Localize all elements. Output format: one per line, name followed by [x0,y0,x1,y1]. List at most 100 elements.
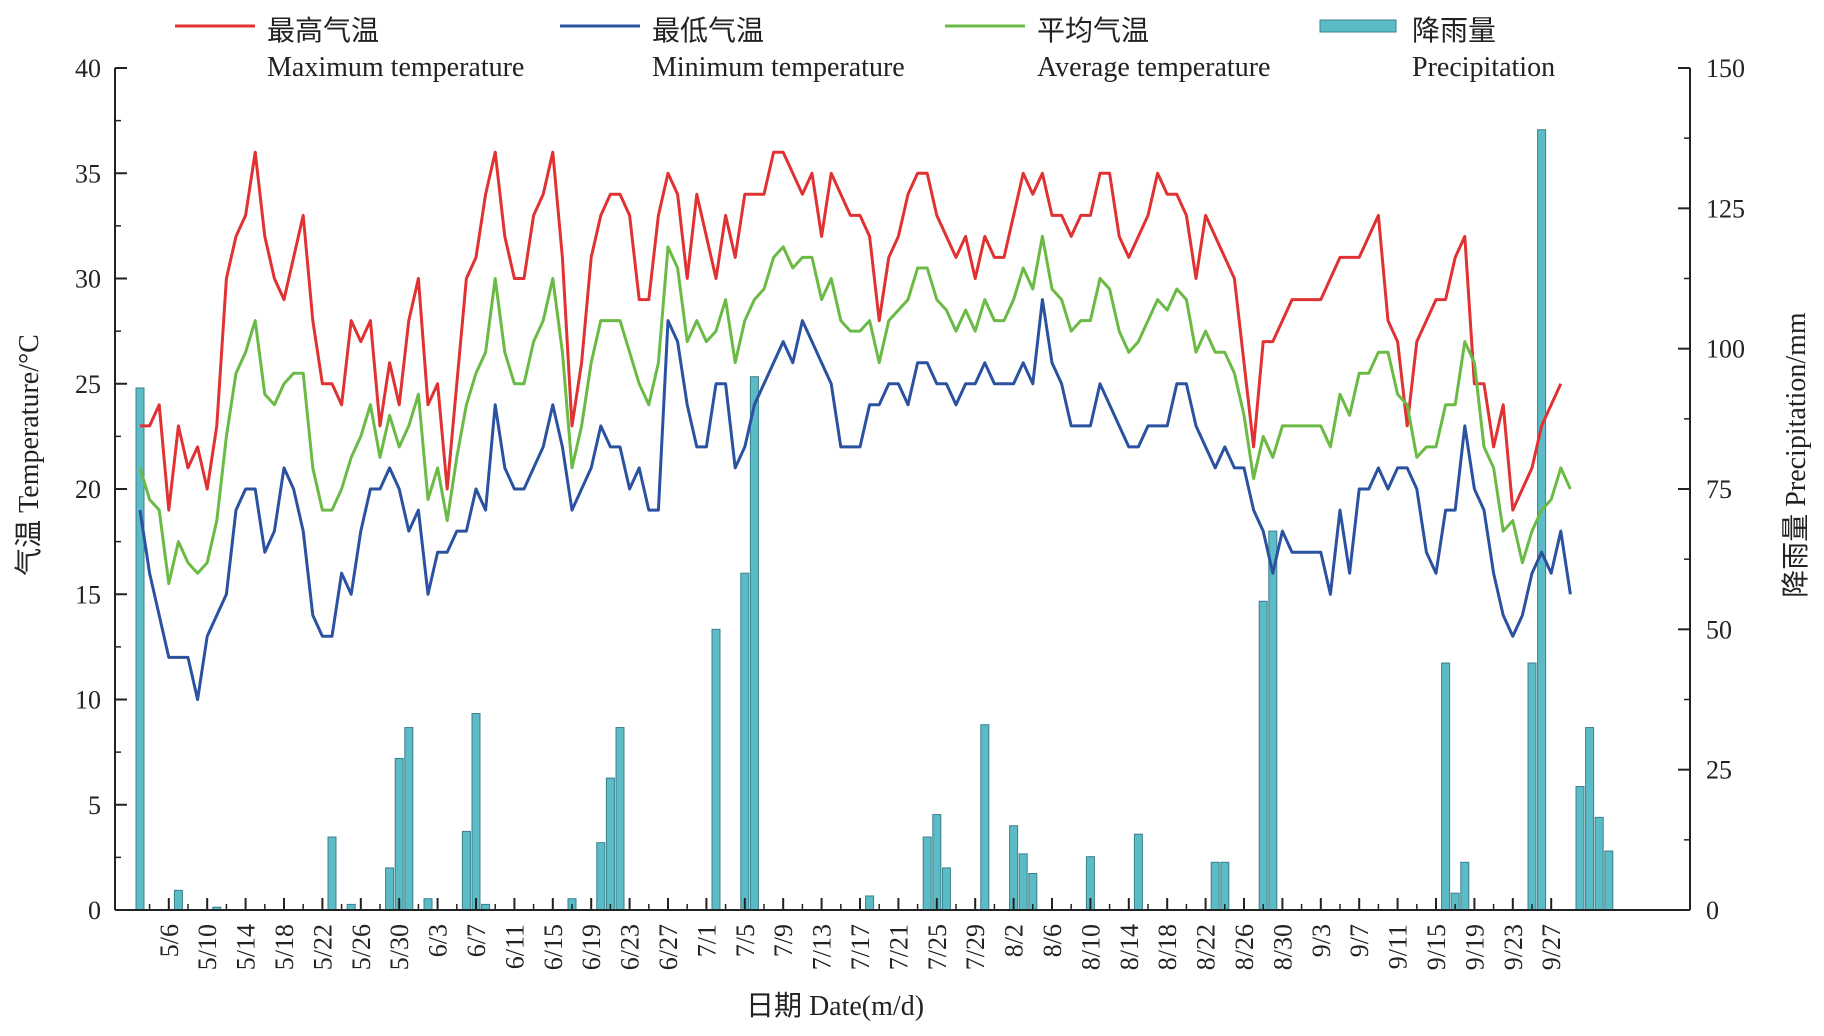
x-tick-label: 8/22 [1192,924,1221,970]
y-right-tick-label: 50 [1706,615,1732,644]
precipitation-bar [1210,861,1220,911]
precipitation-bar [1594,816,1604,911]
y-left-tick-label: 30 [75,265,101,294]
legend-label-en: Average temperature [1037,52,1270,83]
x-tick-label: 6/19 [577,924,606,970]
y-left-tick-label: 25 [75,370,101,399]
precipitation-bar [471,713,481,911]
x-tick-label: 8/14 [1115,924,1144,970]
x-tick-label: 9/27 [1537,924,1566,970]
x-tick-label: 9/19 [1460,924,1489,970]
x-tick-label: 7/29 [961,924,990,970]
x-tick-label: 5/26 [347,924,376,970]
y-left-tick-label: 20 [75,475,101,504]
x-tick-label: 9/7 [1345,924,1374,957]
precipitation-bar [385,867,395,911]
y-left-tick-label: 35 [75,159,101,188]
x-tick-label: 8/26 [1230,924,1259,970]
x-tick-label: 7/21 [884,924,913,970]
legend-label-cn: 降雨量 [1412,15,1496,47]
precipitation-bar [173,889,183,911]
legend-swatch-bar [1319,19,1397,33]
precipitation-bar [922,836,932,911]
series-line-minimum-temperature [138,298,1572,701]
precipitation-bar [711,628,721,911]
precipitation-bar [461,830,471,911]
precipitation-bar [135,387,145,911]
precipitation-bar [1575,786,1585,911]
precipitation-bar [1460,861,1470,911]
x-tick-label: 5/10 [193,924,222,970]
x-tick-label: 7/1 [692,924,721,957]
axes: 0 5 10 15 20 25 30 35 40 0 25 50 75 100 125 150 5/6 5/10 5… [75,54,1745,970]
y-left-tick-label: 15 [75,580,101,609]
precipitation-bar [596,842,606,911]
precipitation-bar [423,898,433,911]
x-tick-label: 5/22 [308,924,337,970]
y-left-tick-label: 0 [88,896,101,925]
precipitation-bar [1133,833,1143,911]
precipitation-bar [1258,600,1268,911]
legend: 最高气温 Maximum temperature 最低气温 Minimum tempe… [175,15,1555,83]
x-tick-label: 9/23 [1499,924,1528,970]
x-tick-label: 6/11 [500,924,529,969]
x-tick-label: 7/25 [923,924,952,970]
x-tick-label: 8/6 [1038,924,1067,957]
x-tick-label: 5/14 [232,924,261,970]
series-line-average-temperature [138,234,1572,586]
y-right-tick-label: 150 [1706,54,1745,83]
y-left-tick-label: 40 [75,54,101,83]
precipitation-bar [932,814,942,911]
precipitation-bar [394,757,404,911]
x-tick-label: 8/18 [1153,924,1182,970]
y-axis-left-title: 气温 Temperature/°C [13,334,45,576]
legend-label-cn: 最低气温 [652,15,764,47]
legend-label-cn: 平均气温 [1037,15,1149,47]
legend-label-en: Minimum temperature [652,52,905,83]
x-tick-label: 9/11 [1384,924,1413,969]
y-right-tick-label: 75 [1706,475,1732,504]
x-tick-label: 6/23 [616,924,645,970]
precipitation-bar [327,836,337,911]
precipitation-bar [1268,530,1278,911]
x-tick-label: 9/3 [1307,924,1336,957]
y-axis-right-title: 降雨量 Precipitation/mm [1780,312,1812,598]
precipitation-bar [1220,861,1230,911]
x-tick-label: 7/13 [808,924,837,970]
temperature-lines [138,150,1572,701]
x-tick-label: 6/27 [654,924,683,970]
precipitation-bar [980,724,990,911]
x-axis-title: 日期 Date(m/d) [746,991,924,1022]
x-tick-label: 9/15 [1422,924,1451,970]
y-right-tick-label: 0 [1706,896,1719,925]
y-right-tick-label: 25 [1706,756,1732,785]
precipitation-bar [605,777,615,911]
x-tick-label: 5/6 [155,924,184,957]
x-tick-label: 5/18 [270,924,299,970]
precipitation-bar [404,727,414,911]
legend-label-cn: 最高气温 [267,15,379,47]
x-tick-label: 6/15 [539,924,568,970]
y-left-tick-label: 5 [88,791,101,820]
precipitation-bar [615,727,625,911]
precipitation-bar [749,376,759,911]
x-tick-label: 7/9 [769,924,798,957]
y-right-tick-label: 100 [1706,335,1745,364]
x-tick-label: 8/2 [1000,924,1029,957]
x-tick-label: 7/17 [846,924,875,970]
y-right-tick-label: 125 [1706,194,1745,223]
x-tick-label: 6/3 [424,924,453,957]
series-line-maximum-temperature [140,150,1563,512]
precipitation-bar [1527,662,1537,911]
precipitation-bars [135,129,1614,911]
precipitation-bar [1009,825,1019,911]
precipitation-bar [1441,662,1451,911]
x-tick-label: 8/30 [1268,924,1297,970]
legend-label-en: Maximum temperature [267,52,524,83]
legend-label-en: Precipitation [1412,52,1555,83]
precipitation-bar [1585,727,1595,911]
x-tick-label: 8/10 [1076,924,1105,970]
x-tick-label: 6/7 [462,924,491,957]
x-tick-label: 5/30 [385,924,414,970]
